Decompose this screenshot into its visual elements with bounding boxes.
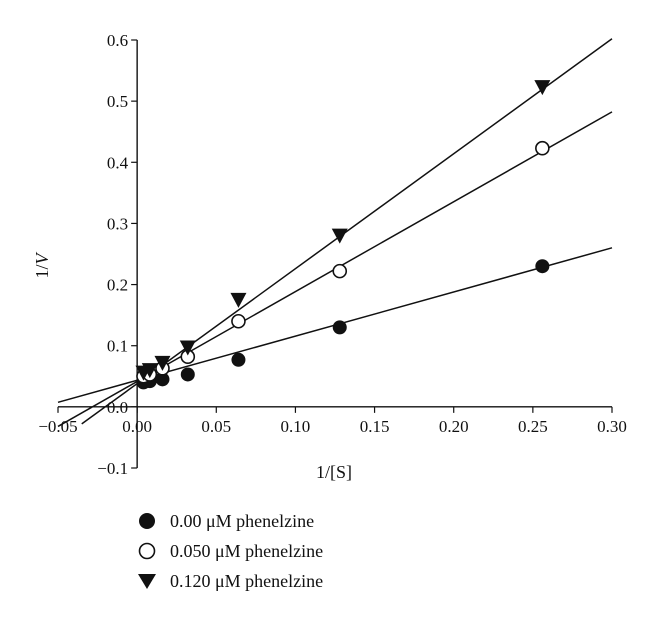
x-tick-label: 0.05 bbox=[201, 417, 231, 436]
y-tick-label: −0.1 bbox=[97, 459, 128, 478]
legend-item-1: 0.050 μM phenelzine bbox=[136, 536, 323, 566]
x-tick-label: 0.30 bbox=[597, 417, 627, 436]
y-tick-label: 0.5 bbox=[107, 92, 128, 111]
fit-line-series-2 bbox=[81, 38, 613, 425]
x-tick-label: 0.25 bbox=[518, 417, 548, 436]
x-tick-label: 0.00 bbox=[122, 417, 152, 436]
legend-label-1: 0.050 μM phenelzine bbox=[170, 540, 324, 561]
x-axis-title: 1/[S] bbox=[316, 462, 352, 482]
legend-item-0: 0.00 μM phenelzine bbox=[136, 506, 323, 536]
point-series-2 bbox=[154, 355, 171, 371]
point-series-2 bbox=[230, 292, 247, 308]
open-circle-icon bbox=[136, 540, 158, 562]
point-series-1 bbox=[332, 263, 348, 279]
point-series-1 bbox=[231, 313, 246, 329]
filled-circle-icon bbox=[136, 510, 158, 532]
point-series-1 bbox=[535, 140, 550, 156]
y-tick-label: 0.1 bbox=[107, 337, 128, 356]
point-series-0 bbox=[535, 259, 550, 274]
y-axis-title-prefix: 1/ bbox=[32, 264, 52, 278]
point-series-0 bbox=[180, 367, 195, 382]
y-tick-label: 0.6 bbox=[107, 31, 128, 50]
x-tick-label: 0.15 bbox=[360, 417, 390, 436]
x-tick-label: 0.10 bbox=[281, 417, 311, 436]
y-axis-title: 1/V bbox=[32, 251, 52, 278]
y-tick-label: 0.2 bbox=[107, 276, 128, 295]
y-tick-label: 0.3 bbox=[107, 214, 128, 233]
triangle-down-icon bbox=[136, 570, 158, 592]
point-series-0 bbox=[332, 320, 347, 335]
y-axis-title-variable: V bbox=[32, 251, 52, 264]
point-series-2 bbox=[331, 228, 348, 244]
point-series-2 bbox=[179, 340, 196, 356]
y-tick-label: 0.4 bbox=[107, 153, 129, 172]
legend-item-2: 0.120 μM phenelzine bbox=[136, 566, 323, 596]
point-series-2 bbox=[534, 80, 551, 96]
data-points bbox=[135, 80, 551, 390]
point-series-2 bbox=[141, 363, 158, 379]
point-series-0 bbox=[231, 352, 246, 367]
tick-layer: −0.05 0.00 0.05 0.10 0.15 0.20 0.25 0.30−0.10.0… bbox=[38, 31, 627, 478]
legend-label-0: 0.00 μM phenelzine bbox=[170, 510, 315, 531]
legend: 0.00 μM phenelzine 0.050 μM phenelzine 0… bbox=[136, 506, 323, 596]
legend-label-2: 0.120 μM phenelzine bbox=[170, 570, 324, 591]
y-tick-label: 0.0 bbox=[107, 398, 128, 417]
axes bbox=[58, 40, 612, 468]
point-series-0 bbox=[155, 372, 170, 387]
x-tick-label: 0.20 bbox=[439, 417, 469, 436]
